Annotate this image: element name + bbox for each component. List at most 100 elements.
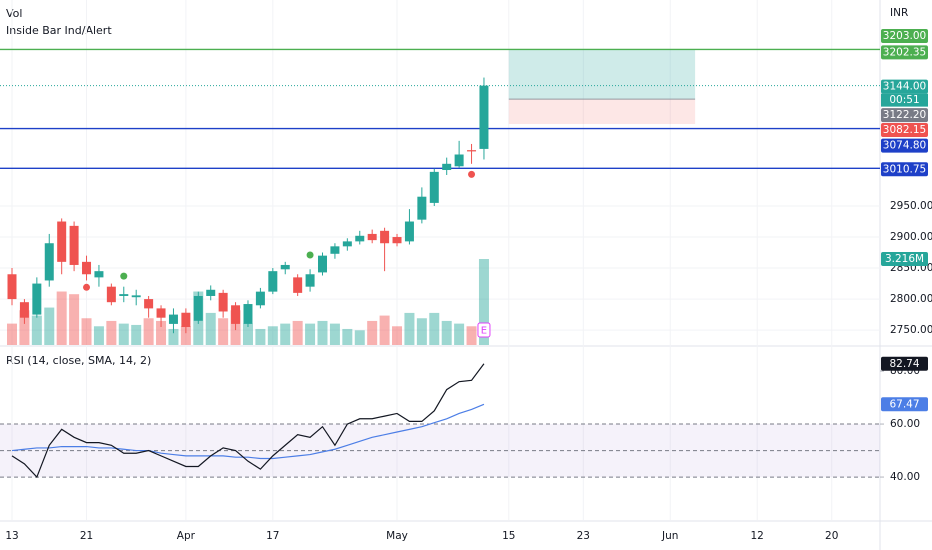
x-tick-label: 15: [502, 530, 515, 542]
candle-body: [479, 85, 489, 149]
volume-bar: [118, 323, 129, 345]
y-tick-label: 2950.00: [890, 200, 932, 212]
last-price-tag-bg: [881, 79, 928, 94]
x-tick-label: 13: [5, 530, 18, 542]
volume-bar: [342, 328, 353, 345]
volume-bar: [218, 318, 229, 345]
signal-dot: [468, 170, 476, 178]
candle-body: [106, 286, 116, 303]
candle-body: [57, 221, 67, 262]
x-tick-label: 23: [577, 530, 590, 542]
candle-body: [131, 295, 141, 298]
candle-body: [218, 292, 228, 312]
volume-bar: [379, 315, 390, 345]
candle-body: [429, 171, 439, 203]
candle-body: [342, 241, 352, 247]
volume-bar: [267, 326, 278, 345]
candle-body: [380, 230, 390, 244]
event-marker-box: [477, 322, 491, 338]
candle-body: [330, 246, 340, 254]
level-tag-bg: [881, 162, 928, 177]
x-tick-label: 12: [751, 530, 764, 542]
candle-body: [243, 304, 253, 324]
entry-tag: 3122.20: [883, 109, 926, 121]
candle-body: [168, 314, 178, 324]
volume-bar: [354, 330, 365, 345]
candle-body: [44, 243, 54, 281]
y-tick-label: 2900.00: [890, 231, 932, 243]
position-loss: [508, 99, 696, 125]
volume-bar: [416, 318, 427, 345]
volume-bar: [69, 294, 80, 345]
last-price-tag: 3144.00: [883, 81, 926, 93]
candle-body: [156, 308, 166, 318]
candle-body: [69, 225, 79, 265]
stop-tag: 3082.15: [883, 124, 926, 136]
volume-bar: [156, 320, 167, 345]
candle-body: [293, 277, 303, 293]
volume-bar: [255, 328, 266, 345]
volume-bar: [280, 323, 291, 345]
entry-tag-bg: [881, 108, 928, 123]
volume-bar: [292, 320, 303, 345]
candle-body: [280, 264, 290, 270]
currency-label: INR: [890, 7, 908, 19]
rsi-line: [11, 363, 485, 479]
volume-bar: [180, 326, 191, 345]
x-tick-label: 20: [825, 530, 838, 542]
volume-bar: [454, 323, 465, 345]
volume-bar: [466, 326, 477, 345]
candle-body: [206, 289, 216, 296]
candle-body: [442, 163, 452, 171]
volume-bar: [7, 323, 17, 345]
volume-bar: [429, 312, 440, 345]
rsi-sma-tag: 67.47: [889, 398, 919, 410]
candle-body: [305, 274, 315, 287]
volume-bar: [81, 318, 92, 345]
volume-bar: [131, 324, 142, 345]
signal-dot: [306, 251, 314, 259]
candle-body: [367, 233, 377, 241]
volume-bar: [205, 312, 216, 345]
level-tag-bg: [881, 138, 928, 153]
volume-bar: [367, 320, 378, 345]
volume-bar: [478, 259, 489, 345]
volume-bar: [242, 323, 253, 345]
candle-body: [119, 294, 129, 296]
target-tag-bg: [881, 29, 928, 44]
volume-tag-bg: [881, 252, 928, 266]
candle-body: [94, 271, 104, 278]
level-tag: 3202.35: [883, 46, 926, 58]
level-tag-bg: [881, 45, 928, 60]
candle-body: [454, 154, 464, 167]
volume-bar: [317, 320, 328, 345]
countdown: 00:51: [889, 94, 919, 106]
volume-bar: [441, 320, 452, 345]
candle-body: [32, 283, 42, 315]
x-tick-label: Apr: [177, 530, 196, 542]
signal-dot: [83, 283, 91, 291]
volume-bar: [93, 326, 104, 345]
candle-body: [467, 150, 477, 152]
candle-body: [231, 305, 241, 324]
volume-bar: [106, 320, 117, 345]
candle-body: [318, 255, 327, 273]
candle-body: [82, 261, 92, 275]
volume-bar: [329, 323, 340, 345]
target-tag: 3203.00: [883, 30, 926, 42]
stop-tag-bg: [881, 123, 928, 138]
signal-dot: [120, 272, 128, 280]
volume-bar: [44, 307, 55, 345]
candle-body: [255, 291, 265, 306]
indicator-label: Inside Bar Ind/Alert: [6, 24, 112, 37]
x-tick-label: Jun: [661, 530, 678, 542]
x-tick-label: 17: [266, 530, 279, 542]
candle-body: [19, 302, 29, 318]
candle-body: [404, 221, 414, 242]
y-tick-label: 2750.00: [890, 324, 932, 336]
level-tag: 3074.80: [883, 140, 926, 152]
candle-body: [181, 312, 191, 328]
volume-bar: [31, 315, 42, 345]
